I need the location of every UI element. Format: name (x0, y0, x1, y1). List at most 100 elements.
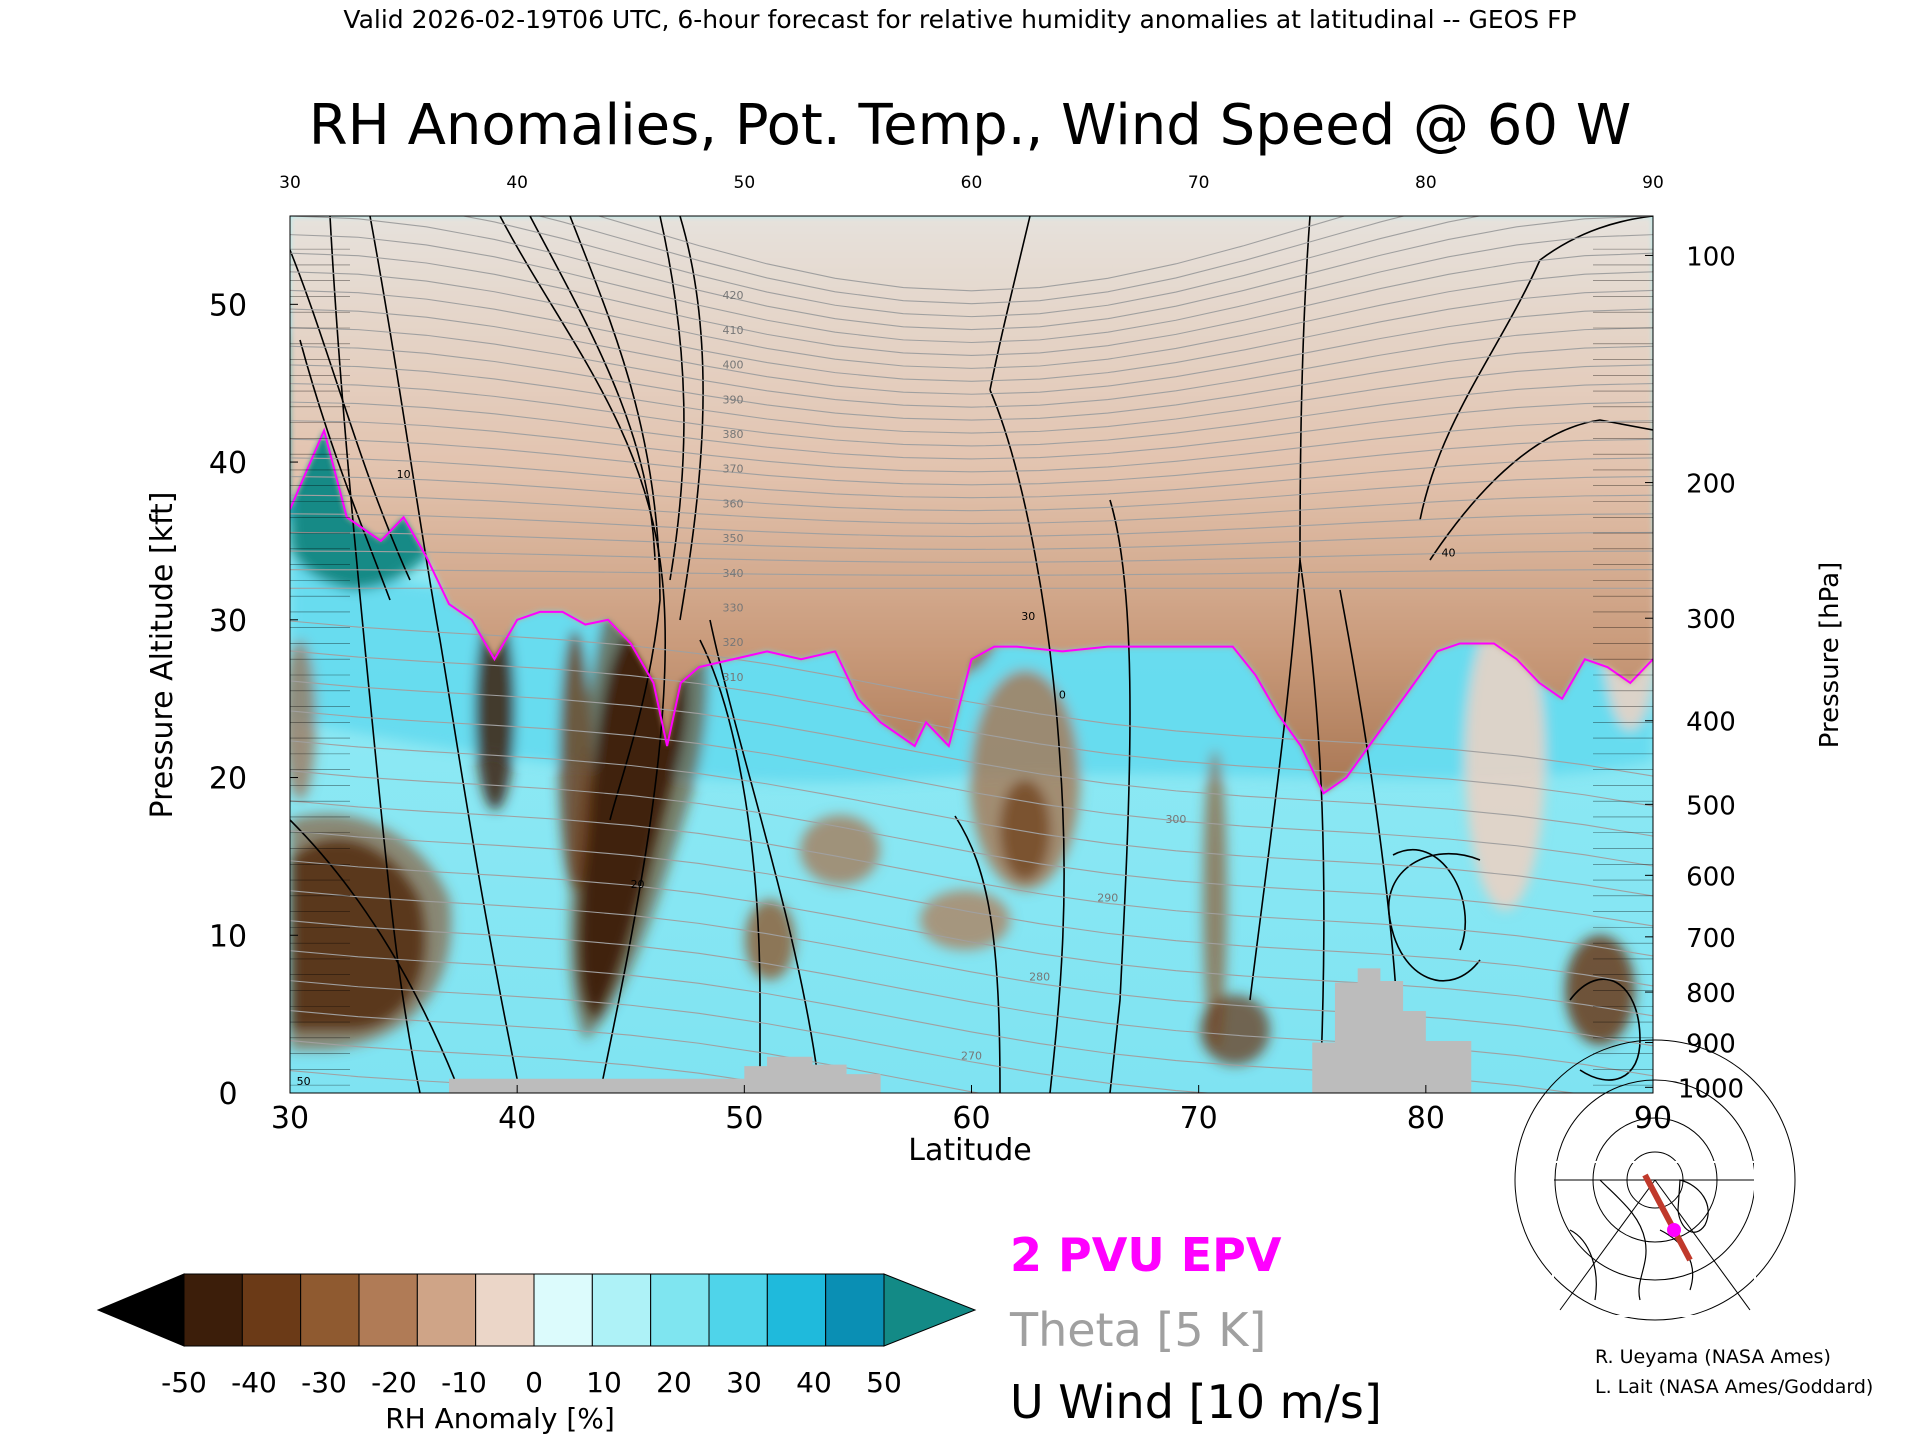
colorbar-cell (241, 1273, 302, 1347)
wind-contour-10-jet-west (499, 216, 667, 1093)
map-background (1553, 1162, 1755, 1316)
theta-contour-label: 390 (722, 393, 743, 406)
legend: 2 PVU EPV Theta [5 K] U Wind [10 m/s] (1009, 1228, 1382, 1429)
theta-contour-label: 360 (722, 497, 743, 510)
colorbar-cell (475, 1273, 535, 1347)
colorbar-cells (96, 1273, 977, 1347)
colorbar-tick-label: -50 (161, 1366, 207, 1399)
theta-contour-label: 330 (722, 601, 743, 614)
wind-contour-10-north-jet-west (1249, 216, 1311, 1001)
wind-contour-closed-78 (1392, 848, 1466, 951)
theta-contour-label: 280 (1029, 971, 1050, 984)
map-meridian (1654, 1179, 1751, 1311)
x-tick-label: 50 (725, 1101, 763, 1136)
theta-contour-label: 420 (722, 289, 743, 302)
colorbar-cell (825, 1273, 885, 1347)
wind-contour-0-west-30-lower (290, 819, 461, 1093)
pressure-tick-label: 500 (1686, 791, 1736, 821)
x-axis-label: Latitude (908, 1133, 1031, 1168)
plot-area: 2702802903003103203303403503603703803904… (290, 216, 1653, 1093)
colorbar-tick-label: 50 (866, 1366, 902, 1399)
x-tick-label: 80 (1407, 1101, 1445, 1136)
wind-contour-0-central (989, 389, 1065, 1093)
x-tick-label: 60 (952, 1101, 990, 1136)
chart-title: RH Anomalies, Pot. Temp., Wind Speed @ 6… (309, 93, 1631, 158)
theta-isentrope (290, 980, 1215, 1093)
legend-epv: 2 PVU EPV (1010, 1228, 1282, 1282)
theta-contour-label: 300 (1165, 813, 1186, 826)
theta-isentrope (537, 216, 1406, 305)
wind-contour-0-west-30 (329, 216, 421, 1093)
wind-contour-10-polar (1419, 216, 1653, 521)
theta-contour-label: 310 (722, 671, 743, 684)
theta-contour-label: 380 (722, 428, 743, 441)
y-tick-label: 50 (209, 288, 247, 323)
theta-isentrope (290, 345, 1653, 421)
theta-isentrope (596, 216, 1347, 292)
map-coastline-greenland (1677, 1179, 1709, 1233)
colorbar-cell (591, 1273, 652, 1347)
dry-anomaly-col-55 (800, 815, 880, 885)
colorbar-tick-label: -10 (441, 1366, 487, 1399)
map-location-marker (1667, 1223, 1681, 1237)
colorbar-tick-label: -20 (371, 1366, 417, 1399)
colorbar-tick-label: 0 (525, 1366, 543, 1399)
pressure-tick-label: 600 (1686, 862, 1736, 892)
colorbar-cell (183, 1273, 243, 1347)
theta-isentrope (290, 476, 1653, 512)
y-axis-left: 0 10 20 30 40 50 (209, 248, 1653, 1112)
colorbar-high-arrow (883, 1273, 977, 1347)
pressure-tick-label: 700 (1686, 924, 1736, 954)
theta-isentrope (290, 308, 1653, 395)
colorbar-ticks: -50 -40 -30 -20 -10 0 10 20 30 40 50 (161, 1366, 902, 1399)
y-tick-label: 30 (209, 604, 247, 639)
theta-isentrope (290, 770, 1653, 927)
theta-contour-label: 350 (722, 532, 743, 545)
theta-isentrope (290, 216, 1653, 331)
x-tick-label: 40 (498, 1101, 536, 1136)
colorbar-cell (708, 1273, 768, 1347)
colorbar-tick-label: 20 (656, 1366, 692, 1399)
theta-contour-label: 400 (722, 359, 743, 372)
dry-anomaly-col-52 (745, 900, 795, 980)
colorbar-tick-label: 10 (586, 1366, 622, 1399)
theta-contour-label: 270 (961, 1049, 982, 1062)
wind-contour-label: 50 (297, 1075, 311, 1088)
theta-isentrope (290, 860, 1653, 1017)
credit-line-2: L. Lait (NASA Ames/Goddard) (1595, 1376, 1873, 1398)
x-tick-label-top: 60 (961, 173, 983, 193)
dry-anomaly-lower-west-halo (290, 813, 452, 1050)
pressure-tick-label: 800 (1686, 979, 1736, 1009)
theta-isentrope (290, 800, 1653, 957)
theta-isentrope (290, 569, 1653, 576)
x-tick-label-top: 50 (734, 173, 756, 193)
theta-isentrope (290, 531, 1653, 550)
stratosphere-dry-region (290, 216, 1653, 794)
pressure-tick-label: 400 (1686, 708, 1736, 738)
wind-contour-0-stratosphere (989, 216, 1031, 391)
wind-contour-label: 0 (1059, 689, 1066, 702)
wind-contour-0-mid (1109, 499, 1131, 1093)
pressure-tick-label: 900 (1686, 1030, 1736, 1060)
y-tick-label: 40 (209, 446, 247, 481)
theta-isentrope (290, 740, 1653, 897)
location-map-inset (1514, 1039, 1796, 1321)
wind-contour-10-west-35 (369, 216, 521, 1093)
theta-isentrope (290, 710, 1653, 867)
x-tick-label-top: 80 (1415, 173, 1437, 193)
dry-anomaly-near-surface-71 (1200, 995, 1270, 1065)
wind-contour-polar-jet-edge (1429, 419, 1653, 561)
epv-2pvu-contour (290, 427, 1653, 795)
wind-contour-0-jet-south (699, 639, 761, 1093)
dry-anomaly-col-38 (475, 610, 515, 810)
wind-contour-label: 30 (1021, 610, 1035, 623)
x-tick-label: 70 (1180, 1101, 1218, 1136)
y-tick-label: 20 (209, 762, 247, 797)
theta-isentrope (290, 271, 1653, 369)
dry-anomaly-col-71 (1203, 750, 1227, 1050)
theta-isentrope (290, 494, 1653, 525)
theta-isentrope (460, 216, 1483, 318)
legend-theta: Theta [5 K] (1009, 1303, 1266, 1357)
y-axis-label: Pressure Altitude [kft] (145, 492, 180, 819)
